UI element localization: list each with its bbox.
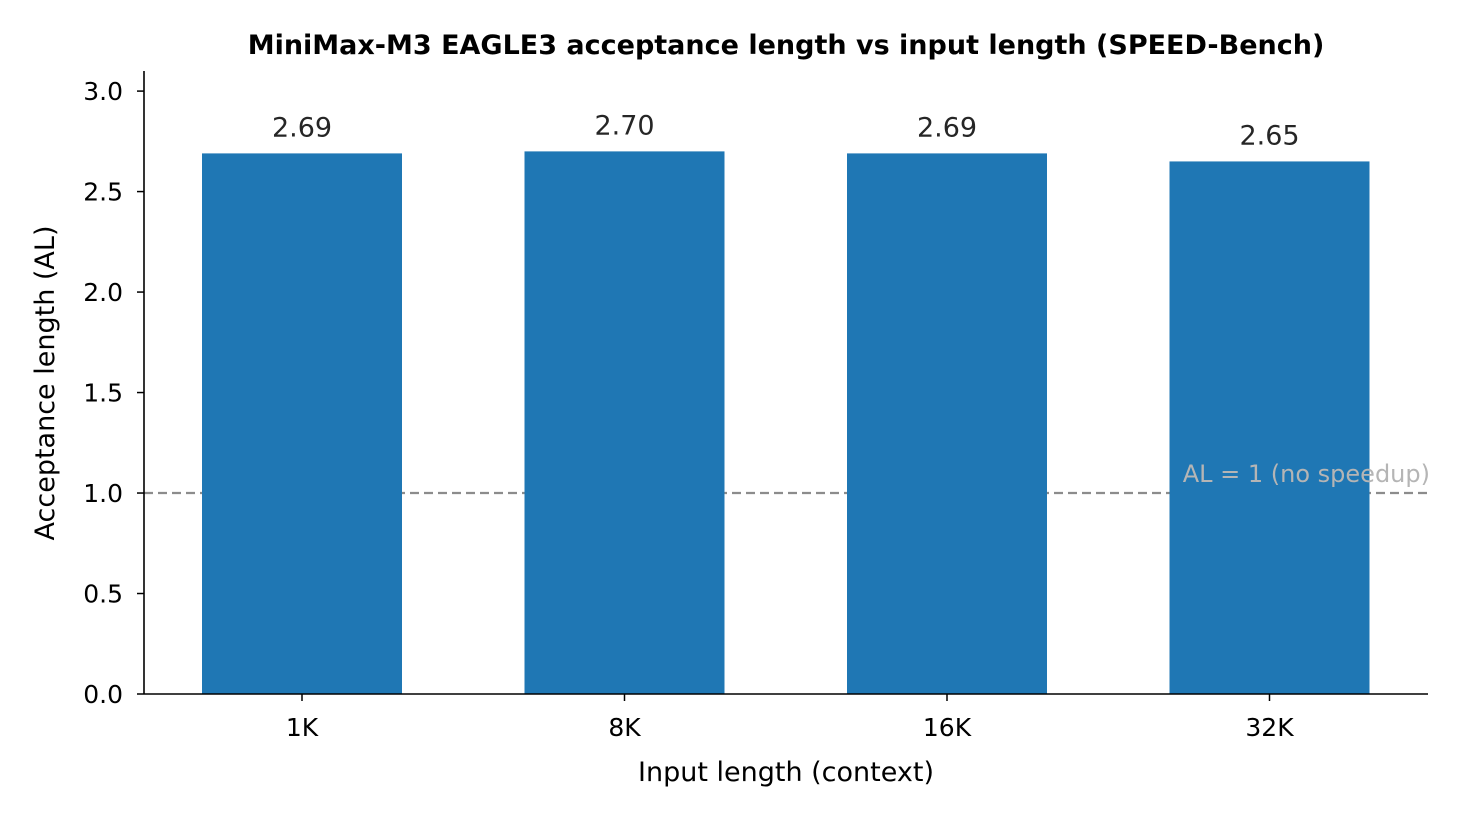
bar-value-label: 2.65 — [1239, 120, 1299, 151]
y-tick-label: 2.5 — [83, 178, 123, 207]
bar-value-label: 2.70 — [594, 110, 654, 141]
x-axis-label: Input length (context) — [638, 757, 934, 788]
bar-32k — [1169, 161, 1370, 694]
bar-16k — [847, 153, 1047, 694]
y-tick-label: 3.0 — [83, 77, 123, 106]
y-tick-label: 0.0 — [83, 680, 123, 709]
x-tick-label: 1K — [286, 713, 319, 742]
bar-1k — [202, 153, 402, 694]
y-tick-label: 1.5 — [83, 379, 123, 408]
y-tick-label: 2.0 — [83, 278, 123, 307]
y-axis-label: Acceptance length (AL) — [30, 226, 61, 541]
y-tick-label: 1.0 — [83, 479, 123, 508]
x-tick-label: 8K — [608, 713, 641, 742]
x-tick-label: 16K — [923, 713, 972, 742]
bar-value-label: 2.69 — [917, 112, 977, 143]
y-tick-label: 0.5 — [83, 580, 123, 609]
chart-title: MiniMax-M3 EAGLE3 acceptance length vs i… — [248, 30, 1325, 61]
bar-value-label: 2.69 — [272, 112, 332, 143]
reference-line-label: AL = 1 (no speedup) — [1183, 460, 1430, 488]
bar-8k — [524, 151, 725, 695]
x-tick-label: 32K — [1245, 713, 1294, 742]
